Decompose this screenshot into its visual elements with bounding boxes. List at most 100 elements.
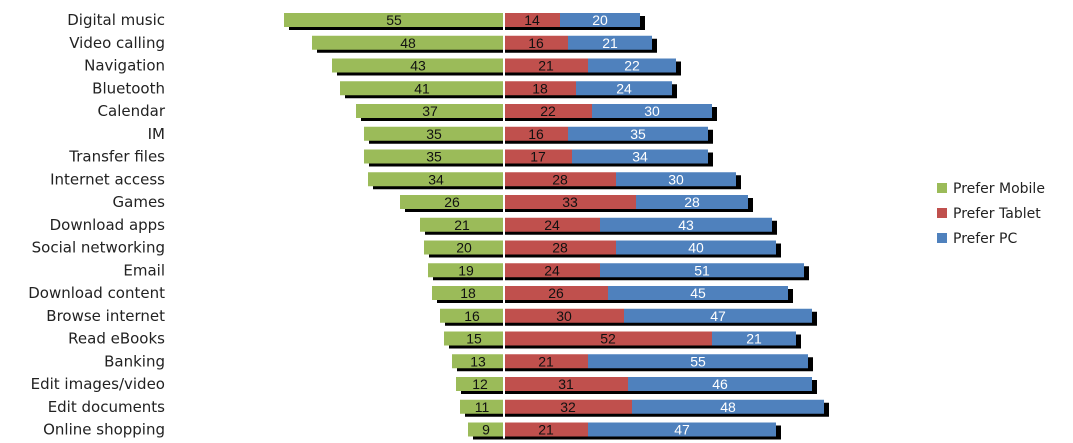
bar-tablet-edit-documents [504,399,632,414]
data-label-mobile-banking: 13 [470,353,486,369]
category-label-internet-access: Internet access [50,170,165,188]
data-label-tablet-im: 16 [528,126,544,142]
data-label-tablet-video-calling: 16 [528,35,544,51]
bar-mobile-browse-internet [440,308,504,323]
data-label-pc-download-apps: 43 [678,217,694,233]
category-label-email: Email [123,261,165,279]
bar-pc-download-content [608,286,788,300]
bar-pc-read-ebooks [712,331,796,346]
bar-pc-download-apps [600,217,772,232]
data-label-mobile-email: 19 [458,262,474,278]
bar-mobile-edit-documents [460,399,504,414]
data-label-mobile-edit-images-video: 12 [472,376,488,392]
data-label-pc-edit-documents: 48 [720,399,736,415]
data-label-pc-browse-internet: 47 [710,308,726,324]
data-label-mobile-im: 35 [426,126,442,142]
bar-tablet-online-shopping [504,422,588,437]
bar-mobile-im [364,126,504,141]
data-label-mobile-bluetooth: 41 [414,80,430,96]
data-label-tablet-games: 33 [562,194,578,210]
bar-tablet-email [504,263,600,278]
data-label-mobile-calendar: 37 [422,103,438,119]
data-label-tablet-browse-internet: 30 [556,308,572,324]
data-label-mobile-transfer-files: 35 [426,149,442,165]
bar-mobile-edit-images-video [456,377,504,391]
data-labels: 55 14 20 48 16 21 43 21 22 41 18 24 37 22 30 35 16 35 35 17… [386,12,762,438]
bar-pc-im [568,126,708,141]
data-label-mobile-download-content: 18 [460,285,476,301]
legend-swatch-prefer-tablet [937,208,947,218]
bar-pc-browse-internet [624,308,812,323]
bar-tablet-video-calling [504,35,568,50]
legend-label-prefer-pc: Prefer PC [953,231,1017,247]
bar-pc-video-calling [568,35,652,50]
bar-tablet-internet-access [504,172,616,187]
bars [284,13,824,437]
legend-swatch-prefer-mobile [937,183,947,193]
data-label-mobile-browse-internet: 16 [464,308,480,324]
data-label-pc-email: 51 [694,262,710,278]
legend: Prefer Mobile Prefer Tablet Prefer PC [937,181,1045,247]
data-label-pc-digital-music: 20 [592,12,608,28]
data-label-mobile-navigation: 43 [410,58,426,74]
bar-pc-online-shopping [588,422,776,437]
bar-pc-edit-documents [632,399,824,414]
data-label-mobile-internet-access: 34 [428,171,444,187]
bar-pc-social-networking [616,240,776,255]
data-label-tablet-internet-access: 28 [552,171,568,187]
data-label-tablet-email: 24 [544,262,560,278]
data-label-pc-edit-images-video: 46 [712,376,728,392]
bar-pc-edit-images-video [628,377,812,391]
data-label-mobile-digital-music: 55 [386,12,402,28]
category-label-bluetooth: Bluetooth [92,79,165,97]
data-label-pc-banking: 55 [690,353,706,369]
data-label-pc-navigation: 22 [624,58,640,74]
bar-mobile-online-shopping [468,422,504,437]
bar-mobile-download-apps [420,217,504,232]
bar-pc-transfer-files [572,149,708,164]
bar-pc-email [600,263,804,278]
category-label-calendar: Calendar [98,102,166,120]
bar-pc-banking [588,354,808,369]
category-label-banking: Banking [104,352,165,370]
data-label-pc-transfer-files: 34 [632,149,648,165]
category-label-social-networking: Social networking [32,239,165,257]
data-label-pc-calendar: 30 [644,103,660,119]
data-label-pc-social-networking: 40 [688,240,704,256]
data-label-tablet-navigation: 21 [538,58,554,74]
category-label-edit-images-video: Edit images/video [31,375,165,393]
data-label-tablet-edit-images-video: 31 [558,376,574,392]
bar-mobile-read-ebooks [444,331,504,346]
category-label-navigation: Navigation [84,57,165,75]
category-label-edit-documents: Edit documents [48,398,165,416]
bar-mobile-video-calling [312,35,504,50]
category-label-download-apps: Download apps [50,216,166,234]
category-label-im: IM [148,125,165,143]
data-label-tablet-transfer-files: 17 [530,149,546,165]
bar-tablet-navigation [504,58,588,73]
data-label-tablet-download-apps: 24 [544,217,560,233]
bar-mobile-internet-access [368,172,504,187]
data-label-pc-read-ebooks: 21 [746,331,762,347]
data-label-mobile-download-apps: 21 [454,217,470,233]
bar-tablet-calendar [504,104,592,118]
category-label-transfer-files: Transfer files [68,148,165,166]
data-label-tablet-social-networking: 28 [552,240,568,256]
data-label-mobile-games: 26 [444,194,460,210]
category-label-digital-music: Digital music [67,11,165,29]
bar-pc-calendar [592,104,712,118]
bar-tablet-bluetooth [504,81,576,96]
bar-mobile-email [428,263,504,278]
bar-tablet-games [504,195,636,209]
data-label-tablet-banking: 21 [538,353,554,369]
bar-tablet-digital-music [504,13,560,27]
bar-mobile-digital-music [284,13,504,27]
bar-mobile-bluetooth [340,81,504,96]
data-label-tablet-download-content: 26 [548,285,564,301]
data-label-tablet-bluetooth: 18 [532,80,548,96]
bar-pc-games [636,195,748,209]
category-label-video-calling: Video calling [69,34,165,52]
category-label-online-shopping: Online shopping [43,421,165,439]
legend-swatch-prefer-pc [937,233,947,243]
bar-pc-digital-music [560,13,640,27]
